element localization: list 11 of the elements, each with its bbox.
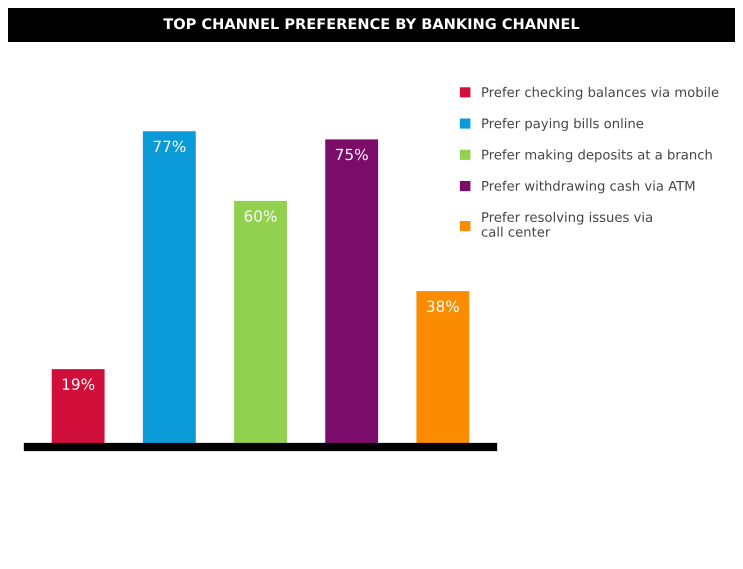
data-label: 38% (427, 300, 459, 312)
legend-label: Prefer withdrawing cash via ATM (482, 180, 694, 194)
data-label: 77% (154, 140, 186, 152)
data-label: 19% (62, 378, 94, 390)
legend-label: Prefer making deposits at a branch (482, 149, 712, 162)
legend-label: Prefer paying bills online (482, 118, 644, 131)
data-label: 75% (336, 148, 368, 160)
chart-title: TOP CHANNEL PREFERENCE BY BANKING CHANNEL (163, 18, 580, 30)
data-label: 60% (244, 210, 277, 222)
legend-label: Prefer resolving issues via call center (482, 212, 652, 237)
legend-label: Prefer checking balances via mobile (482, 86, 718, 100)
